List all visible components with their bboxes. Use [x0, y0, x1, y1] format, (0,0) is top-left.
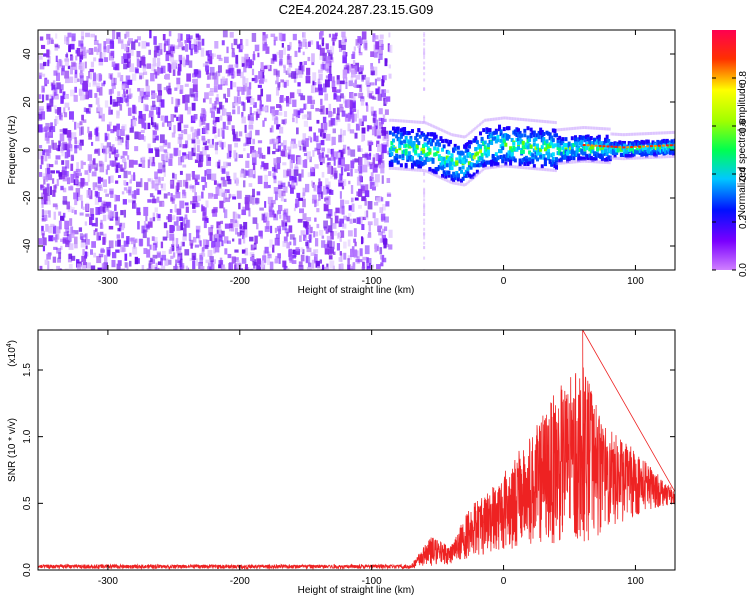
colorbar-label: Normalized spectral amplitude [737, 82, 748, 217]
heatmap-y-ticks: -40 -20 0 20 40 [22, 48, 675, 253]
colorbar-tick-label: 0.0 [738, 263, 749, 277]
snr-x-tick-label: 100 [627, 576, 644, 587]
colorbar-tick-label: 0.8 [738, 71, 749, 85]
heatmap-y-label: Frequency (Hz) [7, 116, 18, 185]
heatmap-x-ticks: -300 -200 -100 0 100 [98, 30, 644, 287]
heatmap-y-tick-label: 40 [22, 48, 33, 60]
heatmap-y-tick-label: 20 [22, 96, 33, 108]
heatmap-y-tick-label: -20 [22, 190, 33, 205]
snr-series [38, 330, 675, 570]
snr-y-tick-label: 1.0 [22, 429, 33, 443]
snr-x-tick-label: 0 [501, 576, 507, 587]
snr-y-label: SNR (10 * v/v) [7, 418, 18, 482]
snr-x-ticks: -300 -200 -100 0 100 [98, 330, 644, 587]
colorbar-ticks: 0.0 0.2 0.4 0.6 0.8 [712, 71, 749, 277]
colorbar: 0.0 0.2 0.4 0.6 0.8 Normalized spectral ampl… [712, 30, 749, 277]
snr-y-tick-label: 0.5 [22, 496, 33, 510]
snr-x-tick-label: -200 [230, 576, 250, 587]
heatmap-x-tick-label: -300 [98, 276, 118, 287]
snr-x-label: Height of straight line (km) [298, 585, 415, 596]
heatmap-x-tick-label: 0 [501, 276, 507, 287]
colorbar-tick-label: 0.2 [738, 215, 749, 229]
heatmap-y-tick-label: -40 [22, 238, 33, 253]
heatmap-cells [38, 30, 675, 270]
page-title: C2E4.2024.287.23.15.G09 [279, 2, 434, 17]
snr-line [38, 330, 675, 570]
heatmap-x-tick-label: -200 [230, 276, 250, 287]
snr-multiplier-close: ) [7, 340, 18, 343]
snr-x-tick-label: -100 [362, 576, 382, 587]
svg-text:(x104): (x104) [6, 340, 18, 367]
heatmap-x-label: Height of straight line (km) [298, 285, 415, 296]
snr-panel: -300 -200 -100 0 100 0.0 0.5 1.0 1.5 Height of … [6, 329, 676, 596]
snr-multiplier-base: (x10 [7, 347, 18, 367]
snr-y-tick-label: 0.0 [22, 563, 33, 577]
heatmap-x-tick-label: -100 [362, 276, 382, 287]
snr-x-tick-label: -300 [98, 576, 118, 587]
heatmap-y-tick-label: 0 [22, 147, 33, 153]
snr-multiplier-exp: 4 [6, 343, 13, 347]
snr-y-ticks: 0.0 0.5 1.0 1.5 [22, 363, 675, 577]
snr-multiplier: (x104) [6, 340, 18, 367]
heatmap-x-tick-label: 100 [627, 276, 644, 287]
snr-y-tick-label: 1.5 [22, 363, 33, 377]
colorbar-gradient [712, 30, 736, 270]
colorbar-tick-label: 0.6 [738, 119, 749, 133]
colorbar-tick-label: 0.4 [738, 167, 749, 181]
snr-frame [37, 329, 676, 571]
